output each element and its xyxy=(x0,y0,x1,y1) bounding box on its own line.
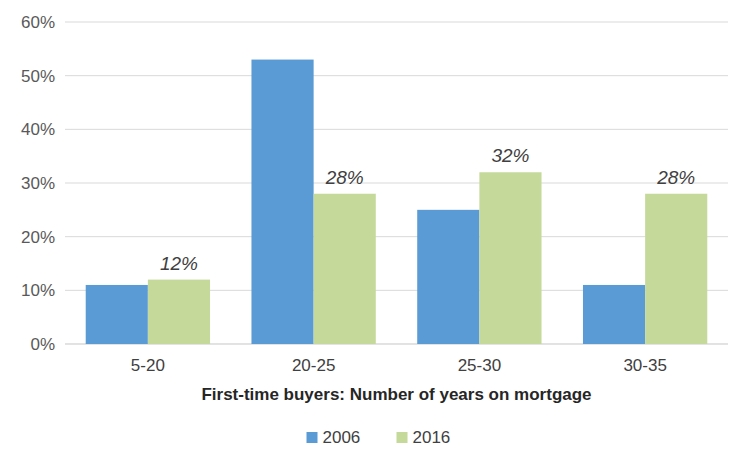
legend-label: 2006 xyxy=(323,428,361,447)
y-tick-label: 0% xyxy=(30,335,55,354)
data-labels: 12% 28% 32% 28% xyxy=(160,145,695,273)
legend-label: 2016 xyxy=(413,428,451,447)
data-label: 28% xyxy=(325,167,364,188)
x-tick-label: 30-35 xyxy=(623,356,666,375)
bar xyxy=(314,194,376,344)
bar xyxy=(417,210,479,344)
legend: 2006 2016 xyxy=(307,428,451,447)
x-tick-label: 25-30 xyxy=(458,356,501,375)
bar xyxy=(251,60,313,344)
y-tick-label: 20% xyxy=(21,228,55,247)
bars xyxy=(86,60,708,344)
y-tick-label: 40% xyxy=(21,120,55,139)
y-tick-label: 50% xyxy=(21,67,55,86)
grid-line xyxy=(65,22,728,23)
y-tick-label: 10% xyxy=(21,281,55,300)
legend-swatch xyxy=(397,432,408,443)
chart: 0% 10% 20% 30% 40% 50% 60% 12% 28% 32% 28% 5-20 20-2… xyxy=(0,0,736,461)
y-tick-label: 60% xyxy=(21,13,55,32)
x-tick-label: 20-25 xyxy=(292,356,335,375)
data-label: 32% xyxy=(491,145,529,166)
bar xyxy=(479,172,541,344)
y-tick-label: 30% xyxy=(21,174,55,193)
grid-line xyxy=(65,75,728,76)
x-tick-label: 5-20 xyxy=(131,356,165,375)
bar xyxy=(583,285,645,344)
bar xyxy=(86,285,148,344)
bar xyxy=(148,280,210,344)
bar xyxy=(645,194,707,344)
legend-swatch xyxy=(307,432,318,443)
grid-line xyxy=(65,183,728,184)
data-label: 28% xyxy=(656,167,695,188)
grid-line xyxy=(65,129,728,130)
grid-line xyxy=(65,236,728,237)
x-axis-title: First-time buyers: Number of years on mo… xyxy=(201,385,591,404)
data-label: 12% xyxy=(160,253,198,274)
